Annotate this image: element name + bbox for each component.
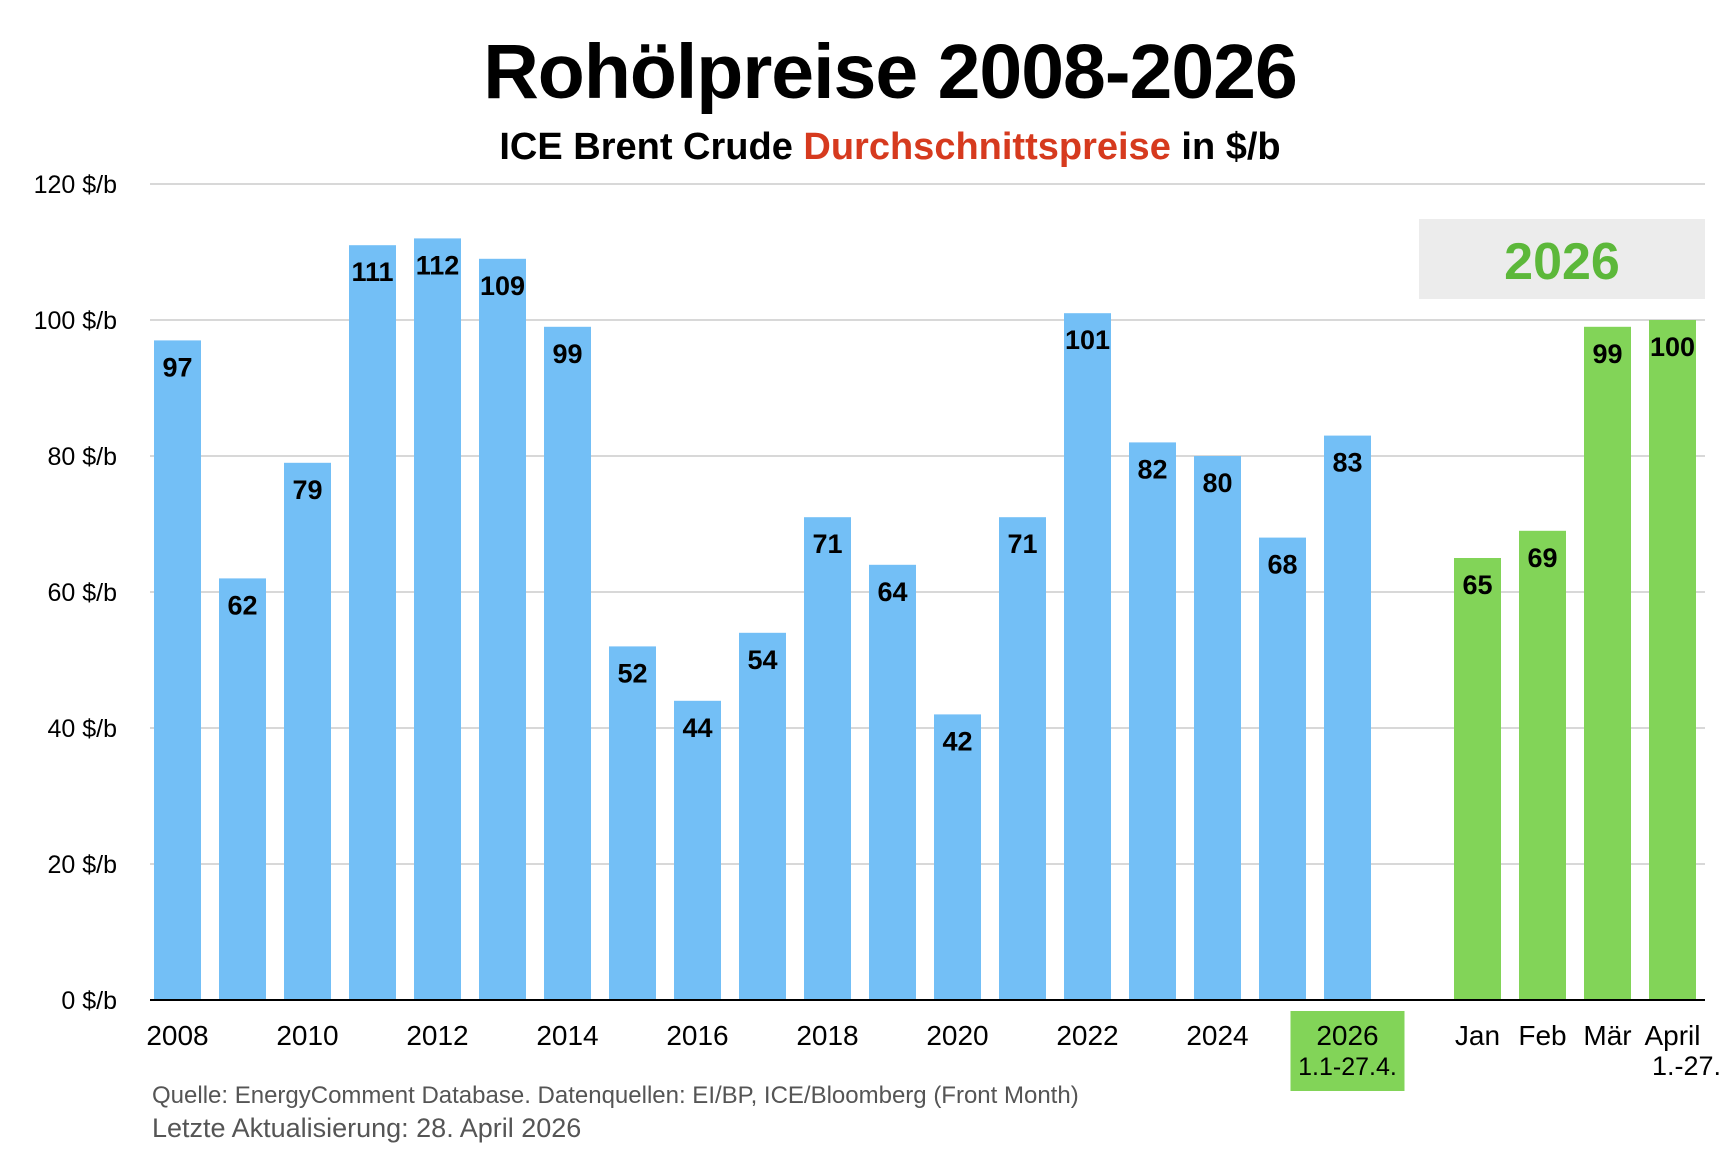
bar [154, 340, 201, 1000]
bar [479, 258, 526, 1000]
source-note: Quelle: EnergyComment Database. Datenque… [152, 1082, 1079, 1109]
data-label: 71 [812, 529, 842, 559]
x-tick-label: 2018 [796, 1020, 858, 1051]
panel-2026-label: 2026 [1504, 233, 1620, 291]
bar [999, 517, 1046, 1000]
x-tick-label: Mär [1583, 1020, 1631, 1051]
bar [1129, 442, 1176, 1000]
x-tick-label: 2008 [146, 1020, 208, 1051]
data-label: 52 [617, 658, 647, 688]
bar [934, 714, 981, 1000]
bar [544, 326, 591, 1000]
data-label: 62 [227, 590, 257, 620]
x-tick-label: 2022 [1056, 1020, 1118, 1051]
bar [1064, 313, 1111, 1000]
y-tick-label: 20 $/b [47, 851, 117, 879]
data-label: 42 [942, 726, 972, 756]
y-tick-label: 0 $/b [61, 987, 117, 1015]
x-tick-highlight [1290, 1011, 1405, 1091]
data-label: 111 [351, 257, 393, 287]
bar [804, 517, 851, 1000]
data-label: 83 [1332, 448, 1362, 478]
bar [1324, 435, 1371, 1001]
bar [1259, 537, 1306, 1000]
subtitle-part2: in $/b [1170, 126, 1281, 168]
data-label: 112 [416, 250, 460, 280]
x-tick-label: 1.1-27.4. [1298, 1053, 1397, 1081]
bar [284, 462, 331, 1000]
data-label: 99 [552, 339, 582, 369]
bar [1519, 530, 1566, 1000]
bar [609, 646, 656, 1000]
x-tick-label: Feb [1518, 1020, 1566, 1051]
panel-2026-box [1419, 219, 1705, 299]
data-label: 109 [480, 271, 525, 301]
bar [1649, 320, 1696, 1000]
x-tick-label: 2010 [276, 1020, 338, 1051]
x-tick-label: 2024 [1186, 1020, 1248, 1051]
x-tick-sublabel: 1.-27. [1652, 1051, 1721, 1081]
bar [219, 578, 266, 1000]
x-tick-label: 2012 [406, 1020, 468, 1051]
bar [349, 245, 396, 1000]
bar [1194, 456, 1241, 1000]
y-tick-label: 60 $/b [47, 579, 117, 607]
bar [1454, 558, 1501, 1000]
data-label: 64 [877, 577, 907, 607]
bar [414, 238, 461, 1000]
data-label: 97 [162, 352, 192, 382]
subtitle-part1: ICE Brent Crude [499, 126, 804, 168]
y-tick-label: 100 $/b [34, 307, 117, 335]
data-label: 101 [1065, 325, 1110, 355]
data-label: 79 [292, 475, 322, 505]
y-tick-label: 80 $/b [47, 443, 117, 471]
bar [1584, 326, 1631, 1000]
bar [869, 564, 916, 1000]
bar [739, 632, 786, 1000]
x-tick-label: 2016 [666, 1020, 728, 1051]
y-tick-label: 40 $/b [47, 715, 117, 743]
x-tick-label: 2026 [1316, 1020, 1378, 1051]
x-tick-label: Jan [1455, 1020, 1500, 1051]
data-label: 100 [1650, 332, 1695, 362]
data-label: 80 [1202, 468, 1232, 498]
chart-subtitle: ICE Brent Crude Durchschnittspreise in $… [0, 126, 1728, 169]
subtitle-accent: Durchschnittspreise [803, 126, 1171, 168]
x-tick-label: 2014 [536, 1020, 598, 1051]
data-label: 82 [1137, 454, 1167, 484]
x-tick-label: April [1644, 1020, 1700, 1051]
data-label: 44 [682, 713, 712, 743]
data-label: 68 [1267, 550, 1297, 580]
chart-title: Rohölpreise 2008-2026 [483, 29, 1298, 115]
bar [674, 700, 721, 1000]
x-tick-label: 2020 [926, 1020, 988, 1051]
data-label: 99 [1592, 339, 1622, 369]
data-label: 65 [1462, 570, 1492, 600]
y-tick-label: 120 $/b [34, 171, 117, 199]
last-updated-note: Letzte Aktualisierung: 28. April 2026 [152, 1113, 582, 1143]
data-label: 69 [1527, 543, 1557, 573]
data-label: 71 [1007, 529, 1037, 559]
data-label: 54 [747, 645, 777, 675]
